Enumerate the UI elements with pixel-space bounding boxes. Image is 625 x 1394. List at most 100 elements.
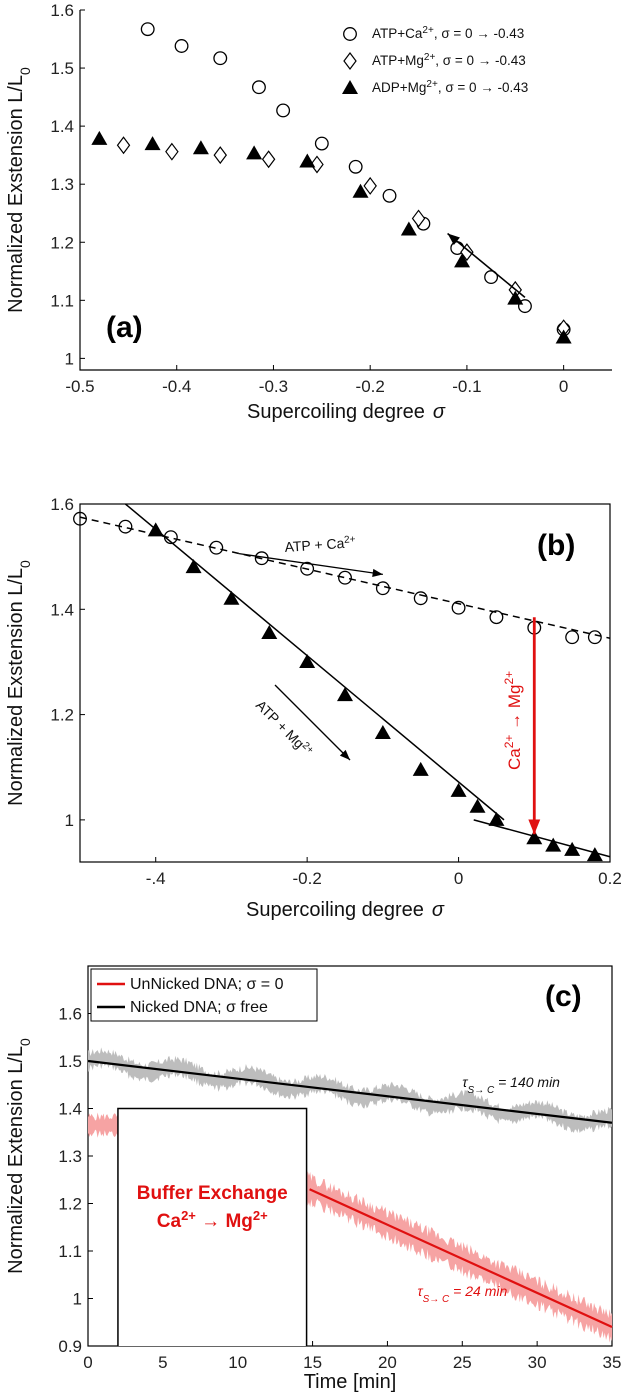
b-ca-arrow-head xyxy=(372,568,383,577)
b-point-triangle xyxy=(412,761,429,776)
b-y-axis-label: Normalized Exstension L/L0 xyxy=(5,560,33,806)
c-buffer-title: Buffer Exchange xyxy=(137,1183,288,1204)
b-buffer-annotation: Ca2+ → Mg2+ xyxy=(502,671,524,770)
c-x-tick-label: 5 xyxy=(158,1353,167,1372)
a-point-diamond xyxy=(411,209,426,228)
a-x-tick-label: -0.3 xyxy=(259,377,288,396)
b-buffer-arrow-head xyxy=(528,819,541,835)
b-point-triangle xyxy=(450,782,467,797)
b-point-circle xyxy=(338,570,352,585)
a-y-tick-label: 1 xyxy=(65,349,74,368)
b-point-triangle xyxy=(374,725,391,740)
c-legend-label: Nicked DNA; σ free xyxy=(130,999,268,1016)
panel-c: 0 5 10 15 20 25 30 35 0.9 1 1.1 1.2 1.3 1.4 1.5 1.6 Norm… xyxy=(5,965,621,1393)
b-point-triangle xyxy=(223,590,240,605)
a-point-triangle xyxy=(299,153,316,168)
b-point-circle xyxy=(73,511,87,526)
c-y-tick-label: 1.6 xyxy=(58,1005,82,1024)
b-ca-annotation: ATP + Ca2+ xyxy=(284,534,356,555)
c-y-tick-label: 1.2 xyxy=(58,1195,82,1214)
c-x-tick-label: 25 xyxy=(453,1353,472,1372)
b-x-axis-label: Supercoiling degree σ xyxy=(246,899,445,921)
c-legend-box xyxy=(90,968,318,1022)
b-x-tick-label: -0.2 xyxy=(292,869,321,888)
a-y-tick-label: 1.5 xyxy=(50,59,74,78)
a-point-circle xyxy=(348,159,363,174)
a-x-tick-label: 0 xyxy=(559,377,568,396)
a-direction-arrow xyxy=(447,232,526,299)
a-point-circle xyxy=(484,270,499,285)
a-point-circle xyxy=(314,136,329,151)
panel-b: -.4 -0.2 0 0.2 1 1.2 1.4 1.6 Normalized Exstensi… xyxy=(5,495,622,921)
b-x-tick-label: -.4 xyxy=(146,869,166,888)
a-point-diamond xyxy=(363,176,377,195)
c-y-axis-label: Normalized Extension L/L0 xyxy=(5,1038,33,1274)
a-legend-entry: ATP+Mg2+, σ = 0 → -0.43 xyxy=(372,52,526,69)
b-x-tick-label: 0 xyxy=(454,869,463,888)
b-point-circle xyxy=(163,530,178,545)
a-point-triangle xyxy=(454,253,471,268)
a-legend-marker-diamond xyxy=(343,52,357,70)
b-point-triangle xyxy=(469,798,486,813)
a-point-triangle xyxy=(246,145,263,160)
b-point-circle xyxy=(451,600,466,615)
c-tau-label: τS→ C = 140 min xyxy=(462,1074,560,1096)
b-axes-box xyxy=(79,503,611,863)
a-point-triangle xyxy=(192,140,209,155)
c-x-tick-label: 10 xyxy=(228,1353,247,1372)
c-y-tick-label: 0.9 xyxy=(58,1337,82,1356)
c-buffer-exchange-box xyxy=(117,1107,308,1346)
c-x-tick-label: 20 xyxy=(378,1353,397,1372)
a-point-diamond xyxy=(460,243,474,262)
a-direction-arrow-head xyxy=(447,233,460,245)
a-point-triangle xyxy=(91,130,108,145)
a-y-tick-label: 1.1 xyxy=(50,291,74,310)
a-y-axis-label: Normalized Exstension L/L0 xyxy=(5,67,33,313)
c-tau-label: τS→ C = 24 min xyxy=(417,1283,507,1305)
b-mg-arrow xyxy=(274,684,351,761)
a-point-diamond xyxy=(213,146,228,165)
b-point-triangle xyxy=(488,811,505,826)
c-unnicked-noise-band-pre xyxy=(88,1112,118,1138)
c-nicked-noise-band xyxy=(88,1047,612,1133)
b-ca-arrow xyxy=(238,553,383,576)
b-y-tick-label: 1 xyxy=(65,811,74,830)
a-legend-marker-triangle xyxy=(342,80,358,94)
c-x-tick-label: 0 xyxy=(83,1353,92,1372)
a-point-diamond xyxy=(261,150,276,169)
b-point-triangle xyxy=(147,522,164,537)
b-point-triangle xyxy=(185,559,202,574)
c-panel-label: (c) xyxy=(545,980,582,1013)
a-point-triangle xyxy=(507,290,524,305)
b-point-circle xyxy=(413,591,428,606)
a-point-circle xyxy=(517,299,532,314)
c-x-axis-label: Time [min] xyxy=(304,1371,397,1393)
c-y-tick-label: 1.4 xyxy=(58,1100,82,1119)
b-fit-line-dashed xyxy=(79,516,611,639)
a-point-diamond xyxy=(310,155,324,174)
a-point-triangle xyxy=(144,136,161,151)
a-point-circle xyxy=(382,188,397,203)
c-y-tick-label: 1 xyxy=(73,1290,82,1309)
b-mg-annotation: ATP + Mg2+ xyxy=(253,696,316,759)
b-point-circle xyxy=(565,630,580,645)
a-point-circle xyxy=(213,51,228,66)
b-point-triangle xyxy=(299,653,316,668)
c-buffer-ions: Ca2+ → Mg2+ xyxy=(157,1208,268,1233)
a-point-diamond xyxy=(116,136,131,155)
a-point-circle xyxy=(276,103,291,118)
a-point-triangle xyxy=(555,329,572,344)
b-point-triangle xyxy=(337,687,353,702)
b-panel-label: (b) xyxy=(537,529,575,562)
b-y-tick-label: 1.6 xyxy=(50,495,74,514)
a-point-circle xyxy=(174,39,189,53)
a-point-triangle xyxy=(352,183,369,198)
c-nicked-fit-line xyxy=(87,1059,613,1124)
a-x-tick-label: -0.5 xyxy=(65,377,94,396)
a-y-tick-label: 1.3 xyxy=(50,175,74,194)
b-fit-line-shallow xyxy=(473,819,611,858)
b-y-tick-label: 1.4 xyxy=(50,600,74,619)
c-y-tick-label: 1.5 xyxy=(58,1052,82,1071)
a-legend-entry: ATP+Ca2+, σ = 0 → -0.43 xyxy=(372,25,524,42)
